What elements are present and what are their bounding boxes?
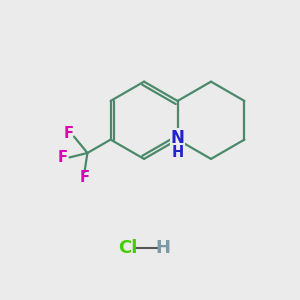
Text: H: H — [156, 239, 171, 257]
Text: F: F — [64, 126, 74, 141]
Text: F: F — [80, 170, 89, 185]
Text: Cl: Cl — [118, 239, 137, 257]
Text: F: F — [58, 150, 68, 165]
Text: N: N — [171, 129, 184, 147]
Text: H: H — [172, 145, 184, 160]
